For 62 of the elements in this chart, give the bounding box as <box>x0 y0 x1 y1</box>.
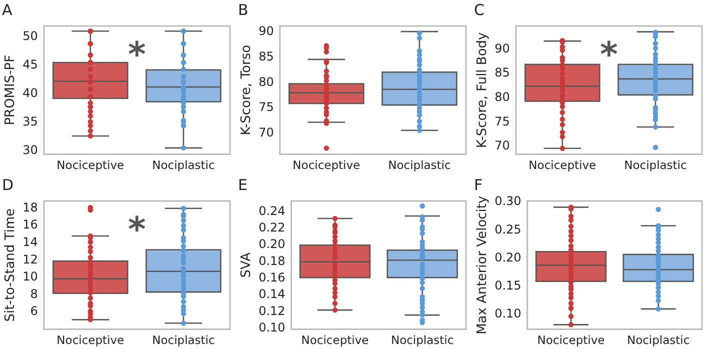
y-axis-title: SVA <box>239 252 254 278</box>
y-tick-label: 0.10 <box>258 320 286 334</box>
y-tick-label: 50 <box>22 28 38 43</box>
y-tick-label: 16 <box>22 218 38 232</box>
y-tick-label: 85 <box>258 50 274 64</box>
y-tick-label: 6 <box>30 304 38 318</box>
x-tick-label: Nociplastic <box>388 158 451 172</box>
x-tick-label: Nociplastic <box>390 333 454 348</box>
y-tick-label: 0.20 <box>258 237 286 252</box>
y-tick-label: 0.16 <box>258 270 286 285</box>
y-tick-label: 8 <box>30 286 38 301</box>
y-tick-label: 45 <box>22 57 38 72</box>
x-tick-label: Nociceptive <box>537 333 605 348</box>
annotation: * <box>128 210 146 250</box>
y-tick-label: 80 <box>494 90 510 104</box>
x-tick-label: Nociplastic <box>152 333 215 348</box>
y-tick-label: 0.22 <box>258 220 286 235</box>
y-tick-label: 0.12 <box>258 304 286 318</box>
chart-title: D <box>2 176 14 194</box>
x-tick-label: Nociplastic <box>624 158 687 172</box>
y-axis-title: K-Score, Full Body <box>475 32 490 148</box>
y-tick-label: 40 <box>22 86 38 100</box>
y-tick-label: 0.14 <box>258 287 286 302</box>
y-tick-label: 90 <box>494 41 510 56</box>
y-axis-title: K-Score, Torso <box>239 44 254 136</box>
x-tick-label: Nociceptive <box>56 158 124 172</box>
y-axis-title: PROMIS-PF <box>3 54 18 126</box>
chart-title: A <box>2 0 13 19</box>
chart-title: E <box>238 176 248 194</box>
chart-title: C <box>474 0 484 19</box>
annotation: * <box>600 34 618 75</box>
y-axis-title: Max Anterior Velocity <box>475 195 490 334</box>
chart-title: F <box>474 176 483 194</box>
y-tick-label: 0.25 <box>494 222 522 236</box>
y-tick-label: 10 <box>22 270 38 284</box>
y-tick-label: 0.10 <box>494 306 522 321</box>
x-tick-label: Nociceptive <box>292 158 360 172</box>
y-tick-label: 85 <box>494 66 510 80</box>
y-axis-title: Sit-to-Stand Time <box>3 208 18 322</box>
y-tick-label: 70 <box>258 126 274 140</box>
annotation: * <box>128 34 146 75</box>
y-tick-label: 0.18 <box>258 254 286 268</box>
y-tick-label: 80 <box>258 74 274 89</box>
chart-title: B <box>238 0 248 19</box>
y-tick-label: 75 <box>494 114 510 128</box>
y-tick-label: 90 <box>258 24 274 38</box>
y-tick-label: 0.20 <box>494 250 522 264</box>
x-tick-label: Nociceptive <box>301 333 369 348</box>
y-tick-label: 0.24 <box>258 204 286 218</box>
y-tick-label: 0.30 <box>494 194 522 208</box>
y-tick-label: 35 <box>22 114 38 128</box>
y-tick-label: 75 <box>258 100 274 114</box>
y-tick-label: 14 <box>22 234 38 249</box>
x-tick-label: Nociceptive <box>528 158 596 172</box>
x-tick-label: Nociplastic <box>626 333 690 348</box>
y-tick-label: 12 <box>22 252 38 266</box>
y-tick-label: 70 <box>494 138 510 153</box>
y-tick-label: 0.15 <box>494 278 522 293</box>
y-tick-label: 30 <box>22 142 38 157</box>
x-tick-label: Nociceptive <box>56 333 124 348</box>
x-tick-label: Nociplastic <box>152 158 215 172</box>
y-tick-label: 18 <box>22 200 38 214</box>
